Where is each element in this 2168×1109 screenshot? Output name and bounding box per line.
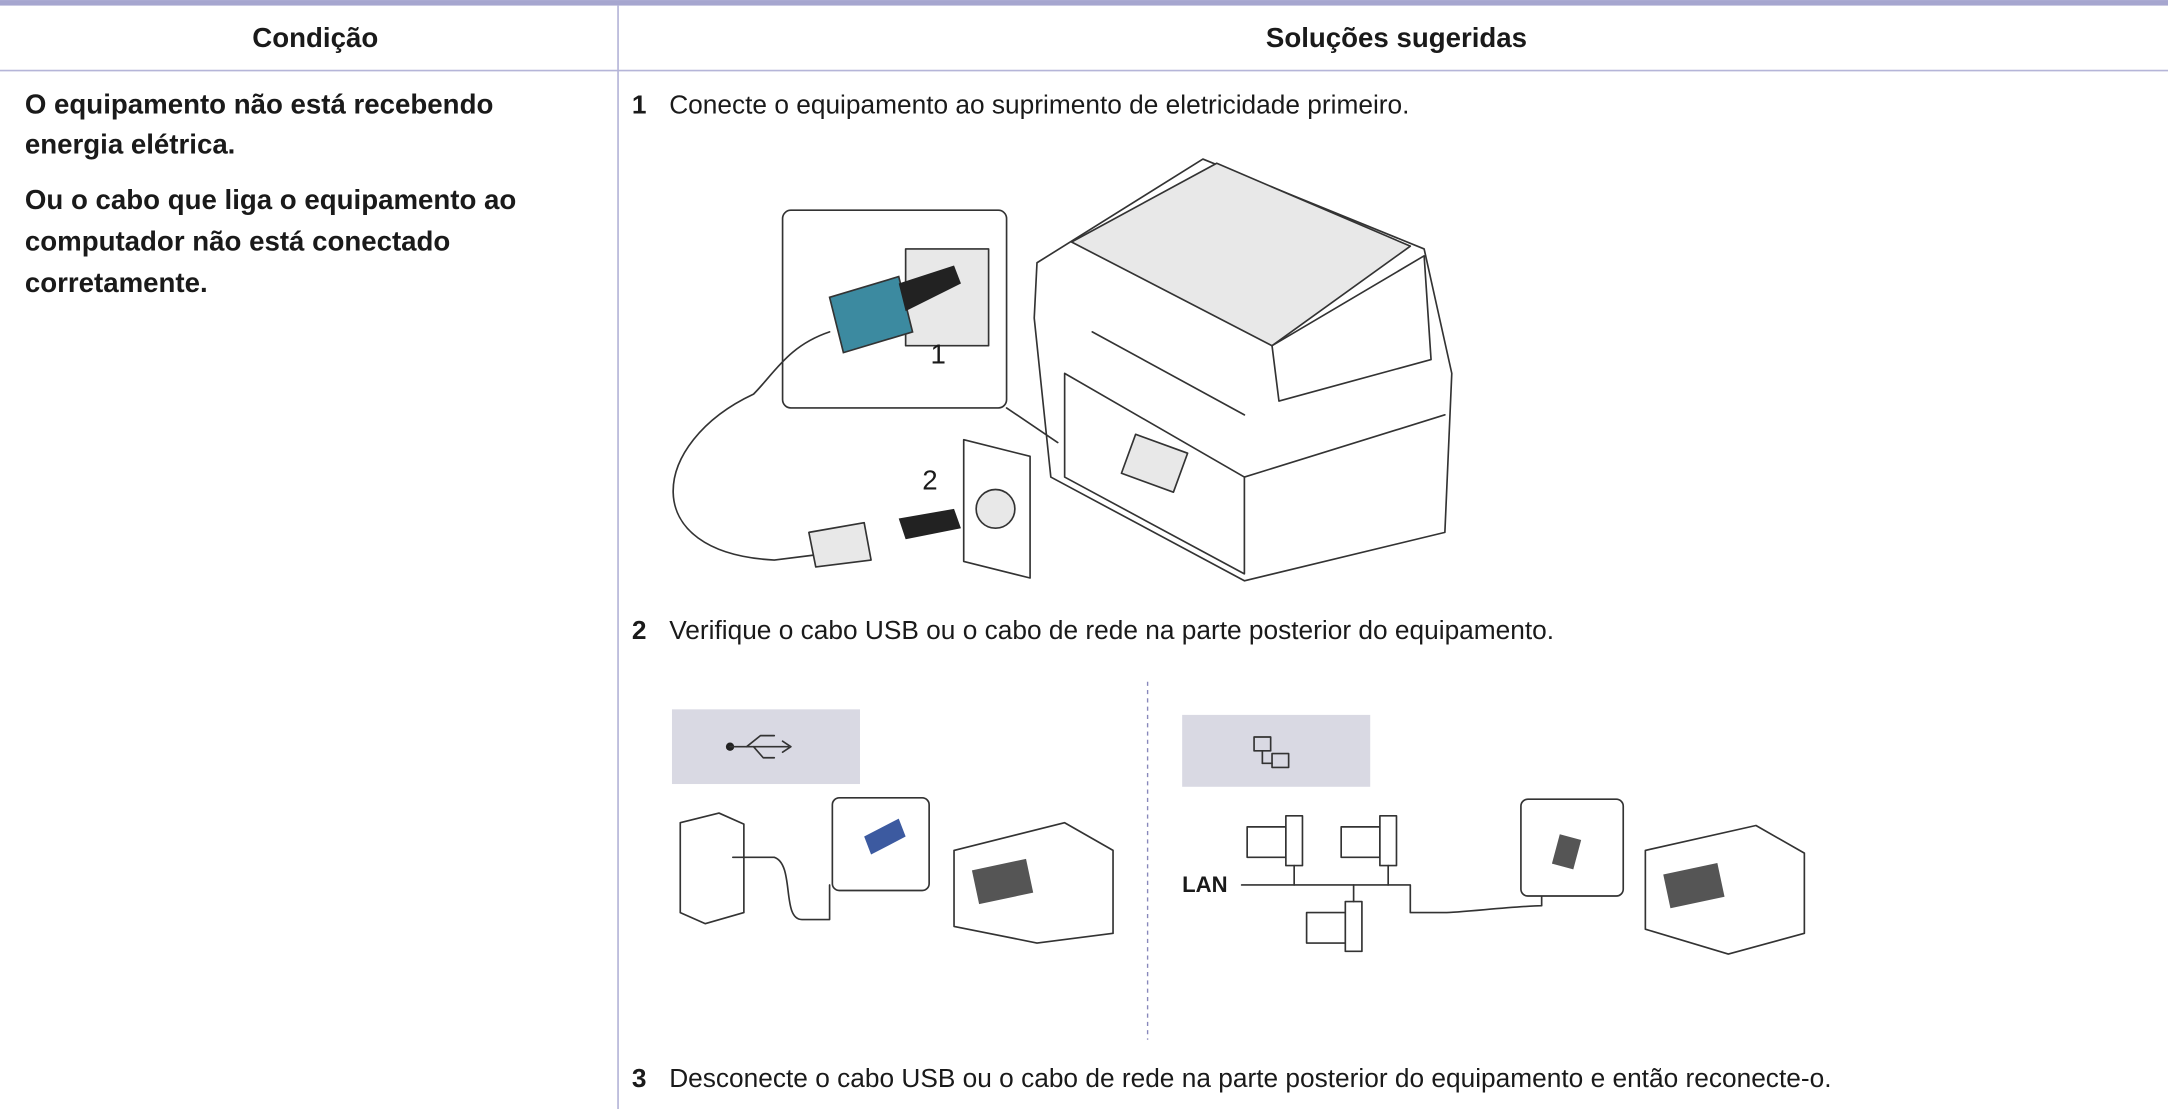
usb-illustration — [671, 709, 1114, 944]
step-text: Desconecte o cabo USB ou o cabo de rede … — [669, 1063, 1831, 1093]
network-illustration: LAN — [1182, 714, 1806, 955]
step-text: Verifique o cabo USB ou o cabo de rede n… — [669, 615, 1554, 645]
step-number: 2 — [632, 615, 647, 645]
callout-number: 2 — [922, 465, 937, 496]
step-text: Conecte o equipamento ao suprimento de e… — [669, 89, 1409, 119]
step-number: 3 — [632, 1063, 647, 1093]
power-illustration: 1 2 — [672, 158, 1453, 582]
condition-text: Ou o cabo que liga o equipamento ao compu… — [25, 184, 516, 298]
condition-text: O equipamento não está recebendo energia … — [25, 88, 493, 159]
callout-number: 1 — [931, 339, 946, 370]
network-label: LAN — [1182, 872, 1227, 897]
header-cell: Soluções sugeridas — [1266, 22, 1527, 53]
header-cell: Condição — [252, 22, 378, 53]
step-number: 1 — [632, 89, 647, 119]
top-rule — [0, 0, 2168, 6]
